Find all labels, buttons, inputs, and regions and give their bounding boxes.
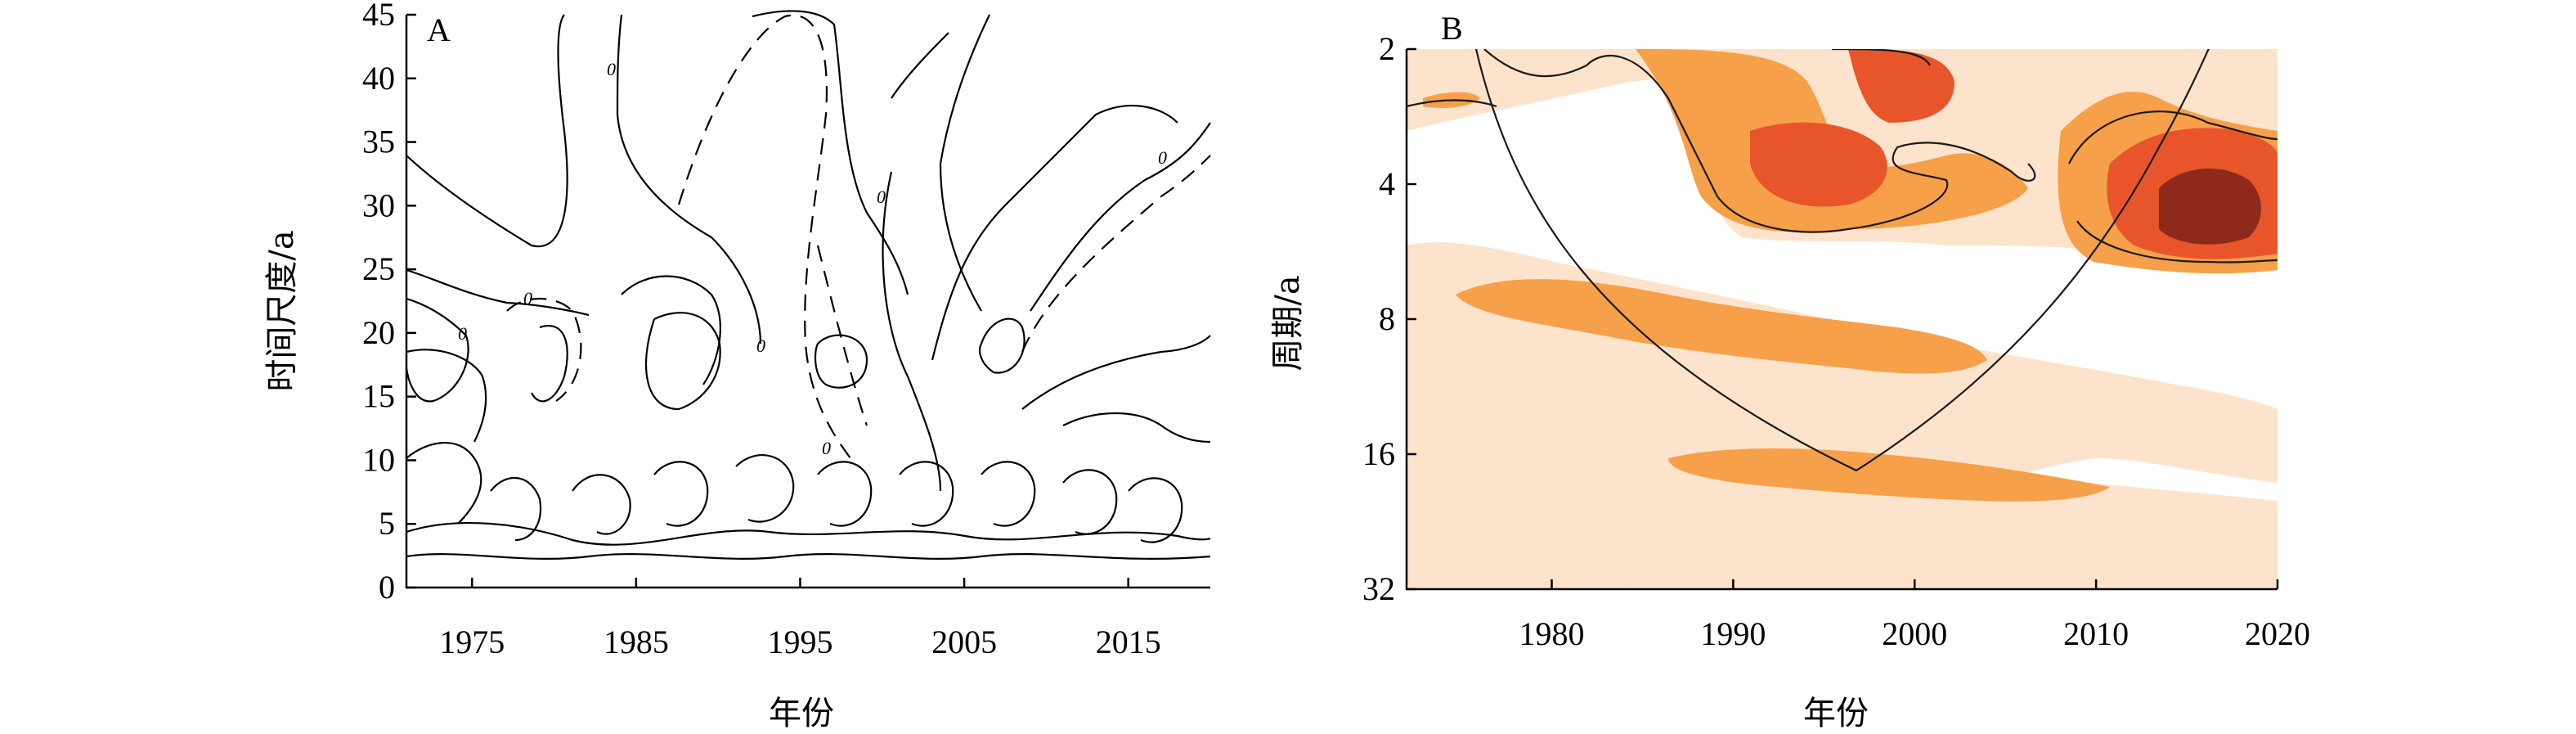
y-tick-label: 16 [1362, 435, 1395, 472]
contour-label: 0 [607, 59, 616, 79]
panel-a-contours [405, 10, 1211, 560]
y-tick-label: 45 [362, 0, 395, 33]
panel-a-x-axis-title: 年份 [769, 695, 834, 732]
significance-contours [1407, 49, 2278, 263]
y-tick-label: 25 [362, 250, 395, 287]
panel-a-label: A [427, 11, 451, 48]
y-tick-label: 15 [362, 378, 395, 415]
contour-label: 0 [756, 335, 765, 356]
x-tick-label: 1975 [439, 624, 505, 660]
contour-label: 0 [523, 288, 532, 308]
panel-a-dashed-contours [506, 14, 1211, 459]
x-tick-label: 2005 [931, 624, 997, 660]
y-tick-label: 30 [362, 187, 395, 223]
y-tick-label: 35 [362, 124, 395, 160]
y-tick-label: 40 [362, 60, 395, 97]
y-tick-label: 0 [379, 569, 395, 606]
y-tick-label: 20 [362, 314, 395, 351]
power-region-level2 [1668, 448, 2110, 502]
panel-b-y-axis-title: 周期/a [1269, 275, 1307, 371]
x-tick-label: 2010 [2063, 615, 2129, 652]
y-tick-label: 4 [1379, 165, 1395, 202]
y-tick-label: 5 [379, 505, 395, 542]
x-tick-label: 1980 [1519, 615, 1585, 652]
contour-label: 0 [458, 323, 467, 344]
cone-of-influence [1474, 49, 2210, 472]
panel-b-y-ticks: 2 4 8 16 32 [1362, 30, 1416, 607]
power-region-level3 [1848, 49, 1954, 123]
contour-label: 0 [822, 438, 831, 458]
power-region-level4 [2159, 169, 2261, 245]
y-tick-label: 2 [1379, 30, 1395, 67]
panel-a-y-ticks: 0 5 10 15 20 25 30 35 40 45 [362, 0, 416, 606]
panel-b-label: B [1441, 10, 1463, 47]
panel-b-x-axis-title: 年份 [1803, 695, 1869, 732]
power-region-level3 [1750, 122, 1887, 207]
panel-a-y-axis-title: 时间尺度/a [263, 230, 301, 391]
contour-label: 0 [877, 187, 886, 207]
power-region-level2 [1456, 279, 1987, 374]
x-tick-label: 1995 [767, 624, 832, 660]
x-tick-label: 2020 [2245, 615, 2310, 652]
x-tick-label: 1990 [1700, 615, 1766, 652]
y-tick-label: 32 [1362, 570, 1395, 607]
y-tick-label: 10 [362, 441, 395, 478]
panel-b-x-ticks: 1980 1990 2000 2010 2020 [1519, 579, 2310, 652]
power-region-level1 [1407, 422, 2278, 589]
x-tick-label: 2015 [1096, 624, 1161, 660]
panel-b-heatmap [1407, 49, 2278, 589]
y-tick-label: 8 [1379, 300, 1395, 337]
panel-a-x-ticks: 1975 1985 1995 2005 2015 [439, 578, 1161, 660]
panel-a: 0 0 0 0 0 0 0 0 5 10 15 20 25 30 35 40 45 1975 198… [263, 0, 1211, 732]
contour-label: 0 [1158, 147, 1167, 168]
panel-b: 2 4 8 16 32 1980 1990 2000 2010 2020 B 年份 周期/a [1269, 10, 2310, 732]
x-tick-label: 2000 [1882, 615, 1947, 652]
x-tick-label: 1985 [604, 624, 669, 660]
